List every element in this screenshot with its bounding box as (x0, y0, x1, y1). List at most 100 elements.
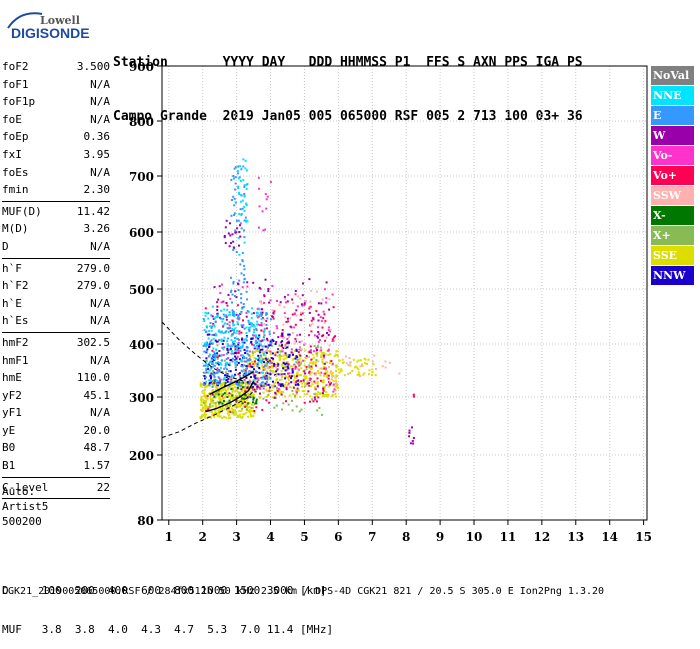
logo-swoosh (7, 12, 43, 29)
echo-point (259, 383, 262, 386)
echo-point (269, 342, 272, 345)
echo-point (222, 339, 225, 342)
echo-point (222, 348, 225, 351)
echo-point (241, 344, 244, 347)
echo-point (295, 348, 298, 351)
echo-point (331, 293, 334, 296)
echo-point (239, 416, 242, 419)
echo-point (322, 356, 325, 359)
echo-point (229, 364, 232, 367)
echo-point (216, 305, 219, 308)
echo-point (266, 339, 269, 342)
echo-point (299, 354, 302, 357)
echo-point (225, 314, 227, 317)
echo-point (357, 359, 360, 362)
param-key: yF2 (2, 388, 22, 402)
echo-point (213, 364, 216, 367)
echo-point (257, 372, 260, 375)
echo-point (294, 293, 297, 296)
echo-point (321, 381, 324, 383)
echo-point (217, 414, 220, 417)
echo-point (322, 310, 325, 313)
echo-point (214, 353, 217, 356)
echo-point (281, 383, 284, 386)
echo-point (211, 390, 214, 393)
echo-point (289, 386, 291, 389)
param-key: yE (2, 423, 16, 437)
echo-point (276, 388, 278, 391)
echo-point (221, 320, 224, 323)
echo-point (374, 374, 377, 377)
echo-point (231, 199, 233, 201)
echo-point (237, 186, 240, 189)
echo-point (232, 411, 235, 414)
echo-point (234, 368, 237, 371)
echo-point (231, 293, 234, 296)
param-value: 48.7 (83, 441, 111, 455)
echo-point (206, 384, 209, 387)
echo-point (259, 288, 262, 290)
echo-point (327, 354, 330, 356)
param-row: h`F2 279.0 (2, 277, 110, 295)
echo-point (207, 406, 210, 408)
echo-point (254, 402, 257, 405)
echo-point (210, 314, 213, 317)
ionogram-chart: 1 2 3 4 5 6 7 8 9 10 11 12 13 14 158020030040050060070… (129, 60, 652, 544)
echo-point (258, 340, 261, 342)
echo-point (311, 353, 314, 356)
echo-point (247, 362, 250, 365)
echo-point (283, 346, 286, 349)
echo-point (239, 382, 242, 385)
echo-point (205, 341, 208, 344)
legend-item: W (651, 126, 694, 145)
echo-point (200, 383, 203, 386)
echo-point (255, 344, 258, 347)
echo-point (209, 322, 212, 324)
echo-point (322, 334, 325, 337)
echo-point (229, 330, 232, 333)
echo-point (227, 314, 230, 317)
echo-point (237, 414, 240, 417)
echo-point (269, 340, 272, 343)
echo-point (278, 356, 281, 359)
echo-point (271, 366, 274, 369)
echo-point (237, 384, 240, 387)
echo-point (211, 383, 214, 386)
echo-point (213, 375, 216, 378)
echo-point (344, 355, 347, 358)
echo-point (263, 293, 266, 296)
echo-point (240, 388, 243, 391)
echo-point (205, 357, 208, 360)
echo-point (255, 336, 257, 339)
echo-point (289, 365, 292, 368)
echo-point (285, 388, 288, 391)
echo-point (214, 389, 217, 392)
echo-point (211, 325, 214, 328)
echo-point (236, 355, 239, 358)
echo-point (335, 350, 338, 353)
echo-point (234, 355, 237, 358)
echo-point (255, 400, 258, 403)
echo-point (296, 358, 299, 361)
echo-point (219, 388, 222, 391)
echo-point (211, 315, 214, 318)
echo-point (254, 377, 257, 380)
echo-point (245, 332, 248, 334)
x-tick-label: 11 (500, 530, 517, 544)
echo-point (222, 313, 225, 316)
echo-point (228, 327, 231, 330)
echo-point (236, 170, 239, 172)
echo-point (243, 219, 246, 222)
echo-point (323, 313, 326, 316)
echo-point (305, 300, 308, 303)
echo-point (213, 413, 216, 415)
echo-point (303, 389, 306, 392)
echo-point (322, 381, 325, 384)
echo-point (229, 290, 232, 293)
echo-point (226, 343, 229, 346)
param-value: 0.36 (83, 130, 111, 144)
echo-point (243, 341, 246, 344)
echo-point (273, 396, 276, 399)
echo-point (225, 316, 228, 318)
echo-point (234, 362, 237, 364)
